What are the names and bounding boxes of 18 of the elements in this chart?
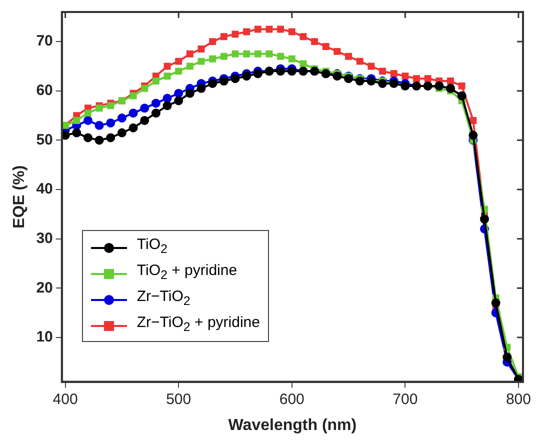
x-tick-label: 700 bbox=[392, 390, 418, 408]
x-axis-title: Wavelength (nm) bbox=[228, 416, 357, 434]
y-tick-label: 20 bbox=[36, 279, 53, 296]
legend-label: Zr−TiO$_{2}$ + pyridine bbox=[136, 312, 260, 336]
x-tick-label: 800 bbox=[506, 390, 531, 408]
y-axis-title: EQE (%) bbox=[11, 165, 28, 228]
legend-label: TiO$_{2}$ + pyridine bbox=[136, 260, 238, 284]
y-tick-label: 40 bbox=[36, 180, 53, 198]
y-tick-label: 10 bbox=[36, 328, 53, 346]
x-tick-label: 500 bbox=[166, 390, 192, 408]
y-tick-label: 60 bbox=[36, 82, 53, 100]
legend-label: TiO$_{2}$ bbox=[136, 234, 168, 258]
x-tick-label: 400 bbox=[52, 390, 78, 408]
y-tick-label: 70 bbox=[36, 32, 53, 50]
y-tick-label: 30 bbox=[36, 230, 53, 247]
legend-label: Zr−TiO$_{2}$ bbox=[136, 286, 190, 310]
x-tick-label: 600 bbox=[279, 390, 304, 408]
y-tick-label: 50 bbox=[36, 131, 53, 148]
